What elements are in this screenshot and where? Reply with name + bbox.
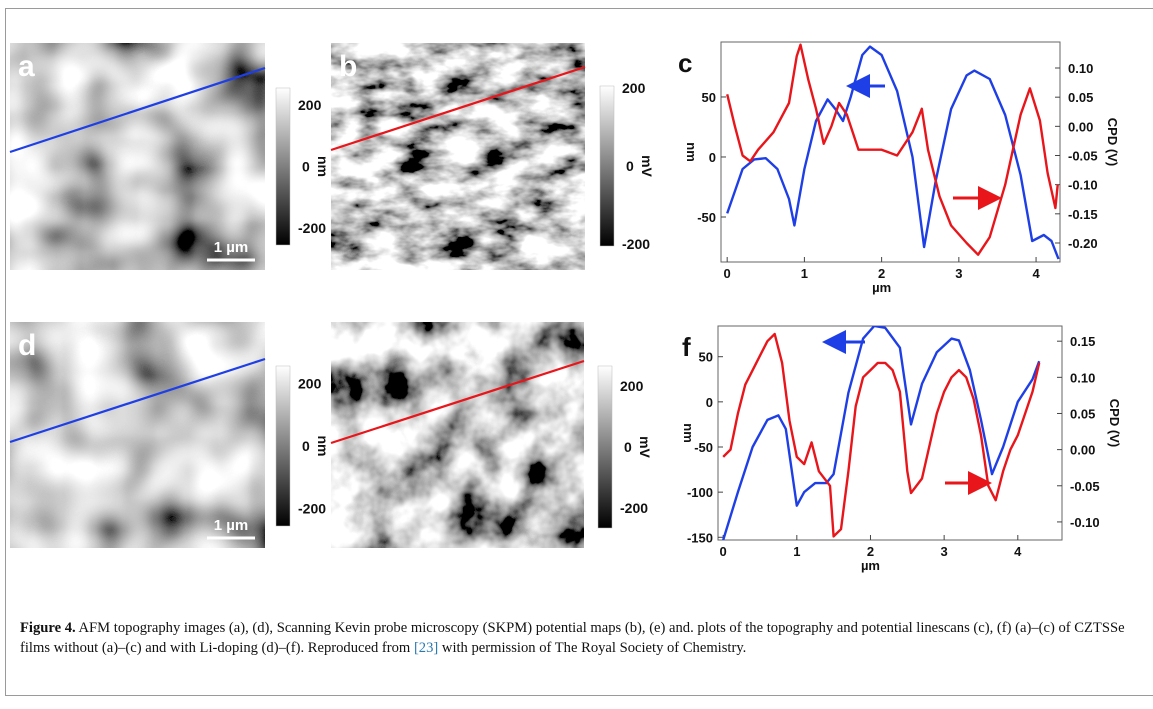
panel-label: c	[678, 48, 692, 78]
x-tick-label: 3	[955, 266, 962, 281]
y-tick-label: -50	[694, 440, 713, 455]
y2-tick-label: -0.05	[1070, 479, 1100, 494]
y2-tick-label: 0.05	[1068, 90, 1093, 105]
y2-tick-label: 0.10	[1070, 370, 1095, 385]
data-line	[726, 43, 1059, 256]
panel-label: d	[18, 329, 36, 362]
colorbar-tick-label: 200	[298, 97, 322, 113]
y2-tick-label: -0.10	[1068, 178, 1098, 193]
data-line	[722, 326, 1041, 540]
colorbar	[275, 87, 291, 246]
caption-text: AFM topography images (a), (d), Scanning…	[20, 620, 1125, 656]
linescan-path	[330, 65, 586, 152]
linescan-path	[9, 357, 266, 444]
y2-tick-label: 0.05	[1070, 406, 1095, 421]
colorbar-unit: nm	[315, 436, 331, 457]
x-tick-label: 1	[801, 266, 808, 281]
x-tick-label: 0	[720, 544, 727, 559]
y2-tick-label: -0.15	[1068, 207, 1098, 222]
y2-tick-label: -0.20	[1068, 236, 1098, 251]
x-axis-label: µm	[872, 280, 891, 295]
y2-axis-label: CPD (V)	[1105, 118, 1120, 166]
x-tick-label: 2	[878, 266, 885, 281]
plot-frame	[717, 325, 1063, 541]
y-tick-label: -50	[697, 210, 716, 225]
figure-frame	[5, 8, 1153, 696]
y-tick-label: -150	[687, 530, 713, 545]
x-tick-label: 2	[867, 544, 874, 559]
colorbar-tick-label: 200	[622, 80, 646, 96]
x-tick-label: 3	[941, 544, 948, 559]
y2-tick-label: 0.00	[1070, 443, 1095, 458]
panel-label: e	[339, 329, 356, 362]
y2-tick-label: 0.00	[1068, 119, 1093, 134]
colorbar-tick-label: 0	[626, 158, 634, 174]
colorbar-tick-label: 0	[624, 439, 632, 455]
y2-axis-label: CPD (V)	[1107, 399, 1122, 447]
caption-text: with permission of The Royal Society of …	[438, 639, 747, 656]
panel-label: f	[682, 332, 691, 362]
colorbar	[599, 85, 615, 247]
colorbar-tick-label: 200	[298, 375, 322, 391]
y-tick-label: 0	[709, 150, 716, 165]
data-line	[722, 332, 1041, 538]
colorbar-tick-label: -200	[622, 236, 650, 252]
colorbar-unit: mV	[637, 436, 653, 458]
x-tick-label: 0	[724, 266, 731, 281]
y2-tick-label: -0.05	[1068, 148, 1098, 163]
linescan-path	[330, 359, 585, 445]
scale-bar-label: 1 µm	[214, 239, 249, 256]
colorbar-unit: nm	[315, 156, 331, 177]
colorbar-tick-label: -200	[298, 220, 326, 236]
x-tick-label: 4	[1014, 544, 1022, 559]
y2-tick-label: 0.10	[1068, 61, 1093, 76]
colorbar-tick-label: 200	[620, 378, 644, 394]
panel-label: b	[339, 50, 357, 83]
caption-label: Figure 4.	[20, 620, 76, 636]
y-axis-label: nm	[684, 142, 699, 162]
panel-label: a	[18, 50, 35, 83]
caption: Figure 4. AFM topography images (a), (d)…	[20, 619, 1130, 658]
afm-image	[10, 322, 265, 548]
reference-link[interactable]: [23]	[413, 639, 439, 656]
data-line	[726, 45, 1060, 260]
colorbar-tick-label: -200	[620, 500, 648, 516]
x-axis-label: µm	[861, 558, 880, 573]
y2-tick-label: 0.15	[1070, 334, 1095, 349]
colorbar-tick-label: 0	[302, 438, 310, 454]
y-tick-label: 0	[706, 395, 713, 410]
colorbar	[597, 365, 613, 529]
afm-image	[331, 43, 585, 270]
colorbar-tick-label: -200	[298, 501, 326, 517]
y2-tick-label: -0.10	[1070, 515, 1100, 530]
y-axis-label: nm	[681, 423, 696, 443]
colorbar-unit: mV	[639, 155, 655, 177]
x-tick-label: 4	[1032, 266, 1040, 281]
colorbar	[275, 365, 291, 527]
linescan-path	[9, 66, 266, 154]
y-tick-label: -100	[687, 485, 713, 500]
y-tick-label: 50	[702, 90, 716, 105]
colorbar-tick-label: 0	[302, 159, 310, 175]
x-tick-label: 1	[793, 544, 800, 559]
y-tick-label: 50	[699, 350, 713, 365]
scale-bar-label: 1 µm	[214, 517, 249, 534]
plot-frame	[720, 41, 1061, 263]
afm-image	[10, 43, 265, 270]
afm-image	[331, 322, 584, 548]
